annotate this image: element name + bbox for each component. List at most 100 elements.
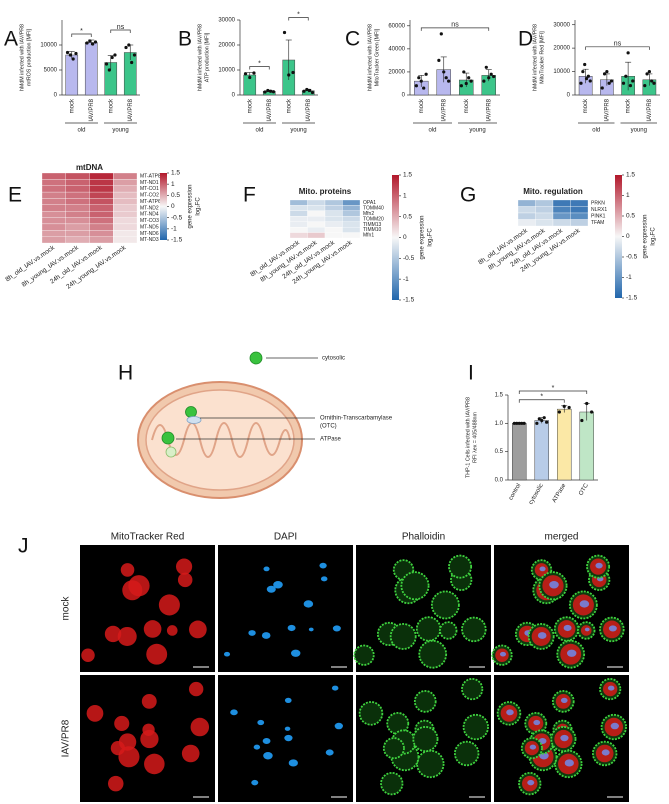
panel-letter: C (345, 28, 360, 51)
significance-label: * (80, 28, 83, 35)
mitochondria (108, 775, 124, 792)
heatmap-cell (65, 198, 90, 205)
actin (462, 713, 489, 741)
data-point (469, 79, 473, 83)
data-point (583, 62, 587, 67)
x-tick-label: mock (464, 98, 470, 113)
heatmap-cell (89, 185, 114, 193)
data-point (542, 416, 546, 420)
y-tick-label: 10000 (218, 68, 235, 74)
data-point (269, 89, 273, 93)
heatmap-cell (65, 204, 90, 212)
group-label: young (112, 128, 128, 134)
significance-label: * (258, 60, 261, 67)
y-axis-label: MitoTracker Red [MFI] (539, 31, 545, 84)
colorbar-label: gene expression (188, 184, 194, 228)
group-label: young (290, 128, 306, 134)
nucleus (319, 562, 327, 569)
group-label: young (469, 128, 485, 134)
data-point (626, 51, 630, 55)
significance-bracket (110, 29, 131, 33)
data-point (579, 81, 583, 85)
heatmap-cell (89, 211, 114, 218)
x-tick-label: mock (69, 98, 75, 113)
colorbar-tick-label: 0.5 (171, 192, 180, 199)
mitochondria (110, 741, 125, 756)
nucleus (253, 744, 261, 750)
actin (382, 737, 405, 760)
data-point (600, 86, 604, 90)
heatmap-cell (517, 219, 536, 227)
significance-bracket (420, 27, 490, 31)
x-tick-label: IAV/PR8 (604, 98, 610, 121)
data-point (130, 60, 134, 65)
heatmap-cell (552, 219, 571, 227)
actin (389, 623, 417, 650)
colorbar-tick-label: -0.5 (403, 255, 415, 262)
data-point (517, 421, 521, 425)
nucleus (601, 749, 610, 756)
heatmap-cell (41, 179, 66, 186)
y-axis-label: hMdM infected with IAV/PR8 (532, 24, 538, 91)
x-tick-label: mock (583, 98, 589, 113)
row-label: PINK1 (591, 214, 606, 220)
heatmap-cell (342, 210, 361, 217)
colorbar-tick-label: 1.5 (626, 172, 635, 179)
heatmap-cell (89, 191, 114, 199)
significance-bracket (518, 399, 565, 403)
heatmap-cell (342, 226, 361, 233)
mitochondria (128, 575, 150, 597)
significance-label: ns (614, 41, 622, 48)
y-tick-label: 30000 (553, 22, 570, 28)
mitochondria (158, 594, 180, 616)
mitochondria (81, 648, 95, 662)
x-tick-label: mock (286, 98, 292, 113)
data-point (414, 84, 418, 88)
data-point (439, 32, 443, 36)
heatmap-cell (324, 232, 343, 239)
heatmap-cell (552, 212, 571, 220)
micrograph (218, 545, 353, 672)
bar (84, 42, 98, 96)
mitochondria (181, 744, 200, 763)
x-tick-label: ATPase (552, 482, 568, 504)
column-header: merged (545, 532, 579, 543)
y-tick-label: 1.5 (495, 393, 504, 399)
y-tick-label: 20000 (553, 46, 570, 52)
data-point (417, 76, 421, 80)
significance-label: * (552, 385, 555, 392)
panel-h: H cytosolic Ornithin-Transcarbamylase (O… (118, 351, 393, 499)
y-axis-label: hMdM infected with IAV/PR8 (197, 24, 203, 91)
nucleus (284, 697, 292, 703)
nucleus (539, 752, 549, 760)
nucleus (262, 737, 271, 745)
mitochondria (140, 729, 159, 749)
diagram-label: Ornithin-Transcarbamylase (320, 416, 393, 422)
nucleus (331, 685, 339, 691)
heatmap-cell (535, 206, 554, 214)
colorbar-tick-label: 0.5 (626, 213, 635, 220)
group-label: old (255, 128, 263, 134)
heatmap-cell (307, 232, 326, 239)
row-label: MT-ND3 (140, 237, 159, 243)
micrograph (491, 545, 629, 672)
diagram-label: cytosolic (322, 356, 345, 362)
data-point (65, 50, 70, 55)
data-point (489, 72, 493, 76)
x-tick-label: control (508, 483, 522, 502)
data-point (110, 55, 114, 60)
nucleus (251, 779, 259, 786)
nucleus (608, 625, 617, 632)
heatmap-cell (113, 223, 138, 231)
colorbar-tick-label: -1 (626, 274, 632, 281)
row-label: OPA1 (363, 200, 376, 206)
heatmap-cell (113, 211, 138, 218)
row-label: PRKN (591, 201, 605, 207)
x-tick-label: cytosolic (528, 483, 545, 506)
micrograph (80, 675, 215, 802)
diagram-label: ATPase (320, 437, 342, 443)
row-label: MT-CO1 (140, 186, 159, 192)
heatmap-cell (113, 236, 138, 244)
heatmap-cell (41, 236, 66, 244)
nucleus (248, 630, 256, 636)
